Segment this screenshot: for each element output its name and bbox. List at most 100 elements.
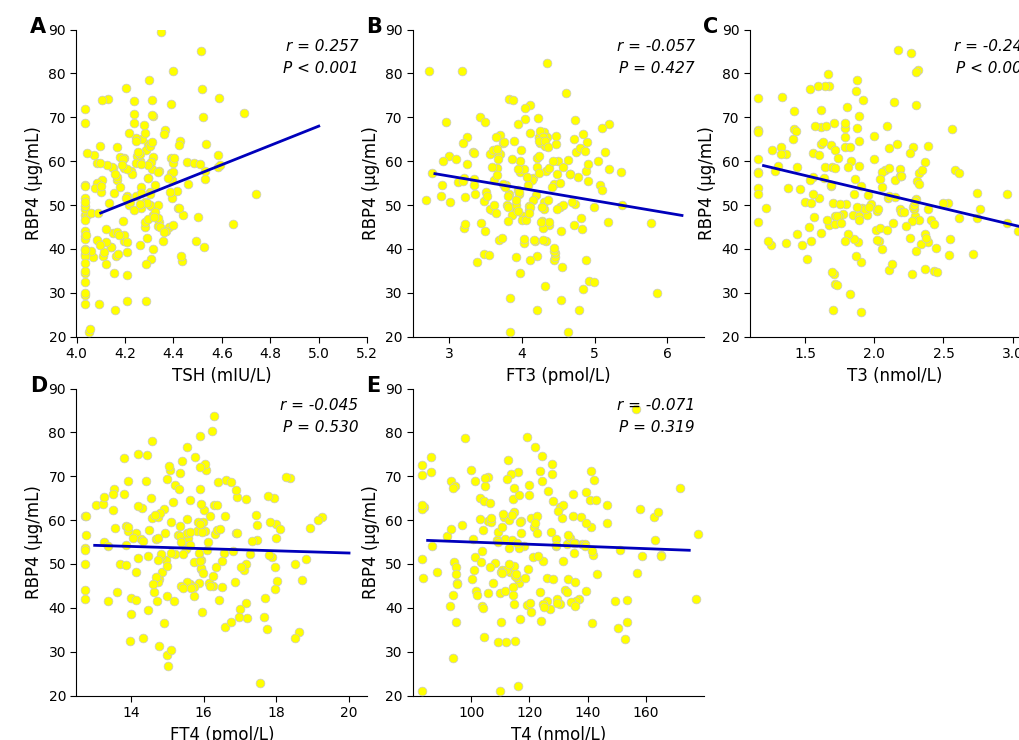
- Point: [493, 567, 510, 579]
- Point: [809, 80, 825, 92]
- Point: [537, 165, 553, 177]
- Point: [505, 482, 522, 494]
- Point: [458, 132, 474, 144]
- Point: [789, 228, 805, 240]
- Point: [845, 233, 861, 245]
- Point: [96, 246, 112, 258]
- Point: [87, 182, 103, 194]
- Point: [516, 237, 532, 249]
- Point: [534, 132, 550, 144]
- Point: [598, 500, 614, 511]
- Point: [545, 254, 561, 266]
- Point: [192, 430, 208, 442]
- Point: [98, 223, 114, 235]
- Point: [144, 164, 160, 175]
- Point: [941, 233, 957, 245]
- Point: [588, 568, 604, 580]
- Point: [763, 144, 780, 156]
- Point: [865, 130, 881, 142]
- Text: C: C: [702, 17, 717, 37]
- Point: [256, 610, 272, 622]
- Point: [118, 164, 135, 175]
- Point: [475, 525, 491, 536]
- Point: [476, 631, 492, 643]
- Point: [173, 581, 190, 593]
- Point: [538, 131, 554, 143]
- Point: [463, 464, 479, 476]
- Point: [542, 526, 558, 538]
- Point: [136, 118, 152, 130]
- Point: [543, 181, 559, 193]
- Point: [468, 585, 484, 596]
- Point: [121, 636, 138, 648]
- Point: [600, 118, 616, 130]
- Text: r = -0.071
P = 0.319: r = -0.071 P = 0.319: [616, 397, 694, 435]
- Point: [90, 234, 106, 246]
- Point: [119, 295, 136, 306]
- Point: [521, 479, 537, 491]
- Point: [510, 542, 526, 554]
- Point: [157, 225, 173, 237]
- Point: [516, 163, 532, 175]
- Point: [454, 175, 471, 186]
- Point: [886, 96, 902, 108]
- Point: [125, 95, 142, 107]
- Point: [173, 255, 190, 266]
- Point: [577, 538, 593, 550]
- Point: [904, 201, 920, 213]
- Point: [156, 617, 172, 629]
- Point: [152, 221, 168, 233]
- Point: [493, 521, 510, 533]
- Point: [922, 214, 938, 226]
- Point: [998, 217, 1014, 229]
- Point: [199, 544, 215, 556]
- Point: [455, 191, 472, 203]
- Point: [158, 473, 174, 485]
- Point: [194, 84, 210, 95]
- Point: [545, 495, 561, 507]
- Point: [120, 199, 137, 211]
- Point: [503, 508, 520, 520]
- Point: [138, 475, 154, 487]
- Point: [165, 166, 181, 178]
- Point: [839, 161, 855, 173]
- Point: [788, 161, 804, 173]
- Point: [165, 218, 181, 230]
- Point: [536, 196, 552, 208]
- Point: [530, 551, 546, 562]
- Point: [536, 280, 552, 292]
- Point: [150, 640, 166, 652]
- Point: [903, 268, 919, 280]
- Point: [118, 192, 135, 204]
- Point: [500, 542, 517, 554]
- Point: [192, 555, 208, 567]
- Point: [577, 540, 593, 552]
- Point: [156, 527, 172, 539]
- Point: [848, 250, 864, 262]
- Point: [510, 205, 526, 217]
- Point: [574, 223, 590, 235]
- Point: [907, 66, 923, 78]
- Point: [77, 257, 94, 269]
- Point: [131, 198, 148, 209]
- Point: [750, 125, 766, 137]
- Point: [210, 476, 226, 488]
- Point: [503, 152, 520, 164]
- Point: [153, 548, 169, 559]
- Point: [804, 188, 820, 200]
- Point: [479, 515, 495, 527]
- Point: [847, 84, 863, 96]
- Point: [849, 236, 865, 248]
- Point: [880, 190, 897, 202]
- Point: [440, 150, 457, 162]
- Point: [629, 568, 645, 579]
- Point: [505, 135, 522, 147]
- Point: [598, 517, 614, 528]
- Y-axis label: RBP4 (μg/mL): RBP4 (μg/mL): [697, 127, 715, 240]
- Point: [534, 201, 550, 212]
- Point: [100, 540, 116, 552]
- Point: [506, 251, 523, 263]
- Point: [150, 531, 166, 543]
- Y-axis label: RBP4 (μg/mL): RBP4 (μg/mL): [24, 127, 43, 240]
- Point: [169, 185, 185, 197]
